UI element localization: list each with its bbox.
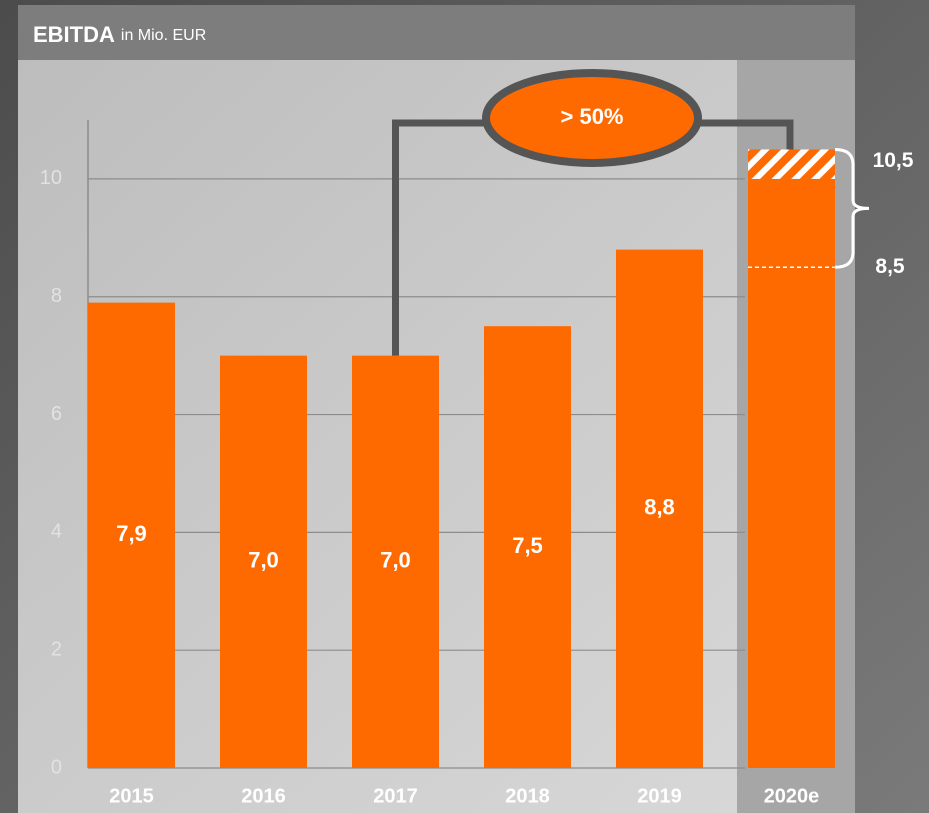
y-tick-label: 10: [40, 167, 62, 189]
x-tick-label: 2017: [373, 785, 418, 807]
bar: [484, 326, 571, 768]
bar: [88, 302, 175, 768]
bar: [748, 178, 835, 769]
annotation-label: > 50%: [561, 104, 624, 129]
data-label: 7,9: [116, 521, 147, 546]
header-band: [18, 5, 855, 60]
annotation-ellipse: [482, 69, 702, 167]
range-high-bar: [748, 149, 835, 179]
y-tick-label: 0: [51, 756, 62, 778]
y-tick-label: 6: [51, 403, 62, 425]
bar: [616, 249, 703, 769]
range-high-label: 10,5: [873, 149, 914, 172]
x-tick-label: 2018: [505, 785, 550, 807]
chart-title: EBITDA in Mio. EUR: [33, 22, 206, 47]
x-tick-label: 2016: [241, 785, 286, 807]
data-label: 7,5: [512, 533, 543, 558]
data-label: 7,0: [380, 548, 411, 573]
x-tick-label: 2015: [109, 785, 154, 807]
y-tick-label: 4: [51, 521, 62, 543]
overlay: 2015 7,9 2016 7,0 2017 7,0 2018 7,5 2019 8,8 2020e…: [109, 69, 914, 807]
y-tick-label: 2: [51, 638, 62, 660]
data-label: 8,8: [644, 495, 675, 520]
range-brace: [834, 147, 870, 269]
range-low-label: 8,5: [875, 255, 905, 278]
data-label: 7,0: [248, 548, 279, 573]
x-tick-label: 2020e: [764, 785, 820, 807]
x-tick-label: 2019: [637, 785, 682, 807]
bar: [352, 355, 439, 768]
y-tick-label: 8: [51, 285, 62, 307]
bar: [220, 355, 307, 768]
bars: [88, 149, 835, 769]
